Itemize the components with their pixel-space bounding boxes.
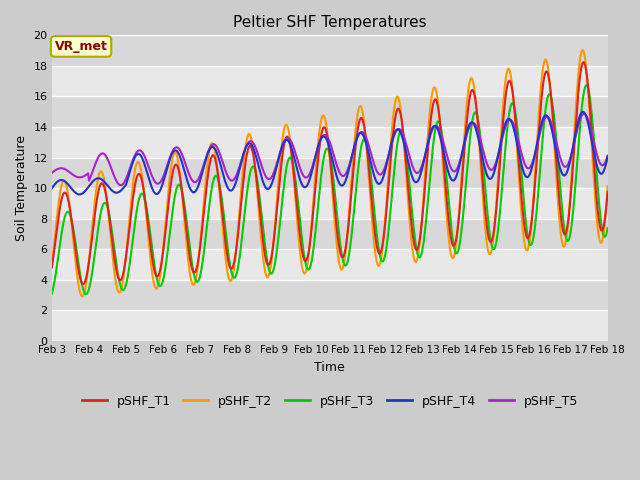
Y-axis label: Soil Temperature: Soil Temperature bbox=[15, 135, 28, 241]
Legend: pSHF_T1, pSHF_T2, pSHF_T3, pSHF_T4, pSHF_T5: pSHF_T1, pSHF_T2, pSHF_T3, pSHF_T4, pSHF… bbox=[77, 390, 583, 413]
Bar bbox=[52, 66, 607, 96]
Bar bbox=[52, 310, 607, 341]
Bar bbox=[52, 280, 607, 310]
Text: VR_met: VR_met bbox=[54, 40, 108, 53]
Bar bbox=[52, 249, 607, 280]
Title: Peltier SHF Temperatures: Peltier SHF Temperatures bbox=[233, 15, 426, 30]
Bar bbox=[52, 188, 607, 218]
Bar bbox=[52, 36, 607, 66]
X-axis label: Time: Time bbox=[314, 360, 345, 373]
Bar bbox=[52, 127, 607, 157]
Bar bbox=[52, 218, 607, 249]
Bar bbox=[52, 96, 607, 127]
Bar bbox=[52, 157, 607, 188]
